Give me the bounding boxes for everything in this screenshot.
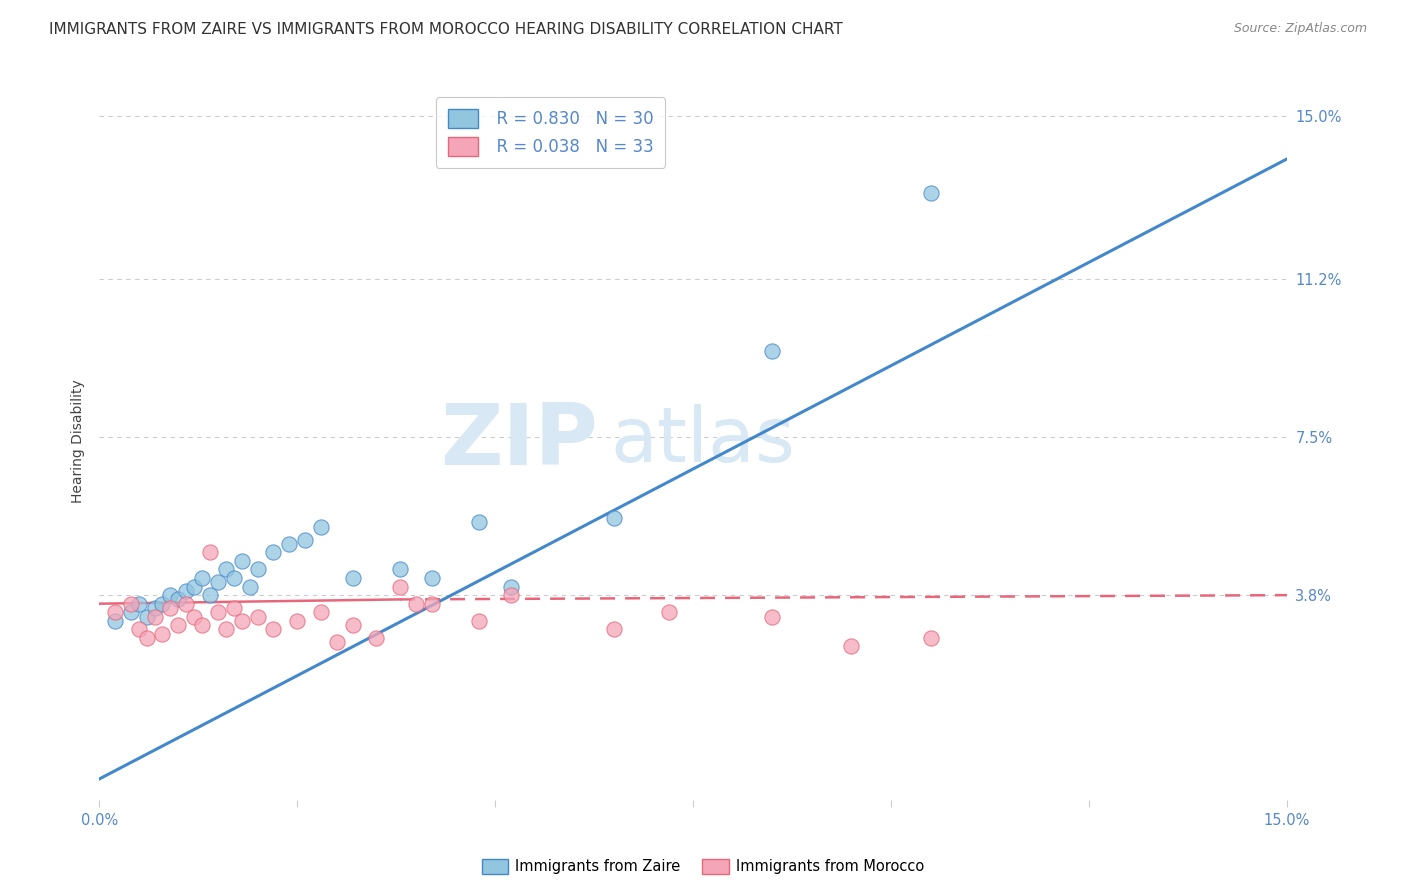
Point bbox=[231, 554, 253, 568]
Point bbox=[405, 597, 427, 611]
Point bbox=[841, 640, 863, 654]
Point bbox=[325, 635, 347, 649]
Point bbox=[389, 562, 412, 576]
Point bbox=[104, 605, 127, 619]
Point bbox=[342, 571, 364, 585]
Point bbox=[183, 609, 205, 624]
Point bbox=[191, 571, 214, 585]
Point bbox=[159, 601, 181, 615]
Point bbox=[603, 511, 626, 525]
Point bbox=[135, 631, 157, 645]
Point bbox=[278, 537, 301, 551]
Point bbox=[120, 597, 142, 611]
Point bbox=[159, 588, 181, 602]
Point bbox=[104, 614, 127, 628]
Point bbox=[262, 623, 284, 637]
Point bbox=[246, 562, 269, 576]
Point bbox=[366, 631, 388, 645]
Point bbox=[183, 580, 205, 594]
Point bbox=[222, 571, 245, 585]
Point bbox=[135, 609, 157, 624]
Point bbox=[420, 597, 443, 611]
Point bbox=[389, 580, 412, 594]
Point bbox=[215, 623, 238, 637]
Point bbox=[761, 609, 783, 624]
Text: atlas: atlas bbox=[610, 404, 794, 478]
Text: Source: ZipAtlas.com: Source: ZipAtlas.com bbox=[1233, 22, 1367, 36]
Point bbox=[198, 588, 221, 602]
Point bbox=[420, 571, 443, 585]
Point bbox=[262, 545, 284, 559]
Point bbox=[152, 626, 174, 640]
Legend:   R = 0.830   N = 30,   R = 0.038   N = 33: R = 0.830 N = 30, R = 0.038 N = 33 bbox=[436, 97, 665, 168]
Text: ZIP: ZIP bbox=[440, 400, 598, 483]
Point bbox=[309, 519, 332, 533]
Point bbox=[246, 609, 269, 624]
Point bbox=[191, 618, 214, 632]
Point bbox=[239, 580, 262, 594]
Point bbox=[499, 588, 522, 602]
Point bbox=[468, 516, 491, 530]
Text: IMMIGRANTS FROM ZAIRE VS IMMIGRANTS FROM MOROCCO HEARING DISABILITY CORRELATION : IMMIGRANTS FROM ZAIRE VS IMMIGRANTS FROM… bbox=[49, 22, 844, 37]
Point bbox=[920, 186, 942, 200]
Point bbox=[658, 605, 681, 619]
Point bbox=[920, 631, 942, 645]
Point bbox=[761, 344, 783, 359]
Point bbox=[285, 614, 308, 628]
Point bbox=[143, 609, 166, 624]
Point bbox=[342, 618, 364, 632]
Point bbox=[167, 618, 190, 632]
Legend: Immigrants from Zaire, Immigrants from Morocco: Immigrants from Zaire, Immigrants from M… bbox=[477, 853, 929, 880]
Point bbox=[294, 533, 316, 547]
Point bbox=[167, 592, 190, 607]
Point bbox=[207, 575, 229, 590]
Point bbox=[468, 614, 491, 628]
Point bbox=[143, 601, 166, 615]
Point bbox=[174, 583, 197, 598]
Point bbox=[231, 614, 253, 628]
Point bbox=[152, 597, 174, 611]
Point bbox=[222, 601, 245, 615]
Point bbox=[603, 623, 626, 637]
Y-axis label: Hearing Disability: Hearing Disability bbox=[72, 379, 86, 503]
Point bbox=[207, 605, 229, 619]
Point bbox=[120, 605, 142, 619]
Point bbox=[198, 545, 221, 559]
Point bbox=[309, 605, 332, 619]
Point bbox=[499, 580, 522, 594]
Point bbox=[128, 623, 150, 637]
Point bbox=[215, 562, 238, 576]
Point bbox=[174, 597, 197, 611]
Point bbox=[128, 597, 150, 611]
